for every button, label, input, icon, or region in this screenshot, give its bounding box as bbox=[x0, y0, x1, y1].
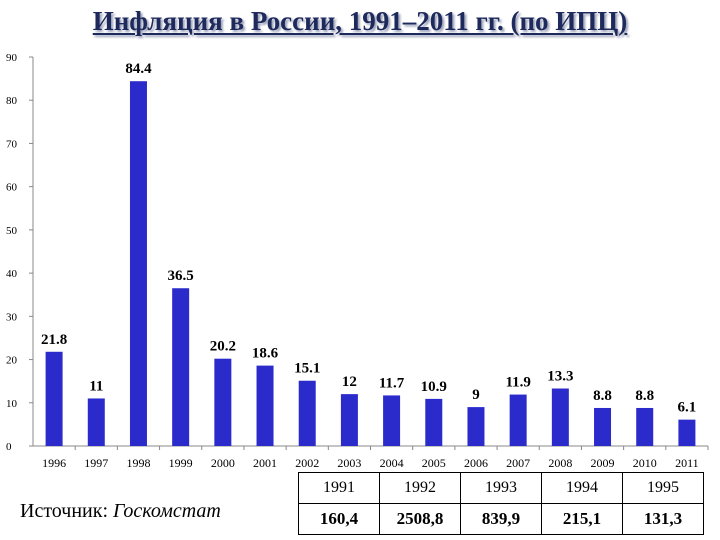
y-tick-label: 60 bbox=[6, 182, 18, 194]
x-tick-label: 2000 bbox=[211, 456, 235, 470]
y-tick-label: 80 bbox=[6, 95, 18, 107]
y-tick-label: 10 bbox=[6, 398, 18, 410]
x-tick-label: 2010 bbox=[633, 456, 657, 470]
table-cell-year: 1994 bbox=[541, 472, 623, 504]
data-label: 8.8 bbox=[635, 388, 654, 404]
bar bbox=[340, 394, 358, 446]
x-tick-label: 2006 bbox=[464, 456, 488, 470]
y-tick-label: 40 bbox=[6, 268, 18, 280]
table-years-row: 1991 1992 1993 1994 1995 bbox=[298, 472, 704, 504]
data-label: 9 bbox=[472, 387, 480, 403]
x-tick-label: 2007 bbox=[506, 456, 530, 470]
x-tick-label: 2003 bbox=[337, 456, 361, 470]
x-tick-label: 2004 bbox=[380, 456, 404, 470]
y-axis-ticks: 0 10 20 30 40 50 60 70 80 90 bbox=[6, 52, 18, 453]
bar bbox=[256, 365, 274, 446]
bar bbox=[594, 407, 612, 446]
table-values-row: 160,4 2508,8 839,9 215,1 131,3 bbox=[298, 503, 704, 535]
x-tick-label: 2001 bbox=[253, 456, 277, 470]
bar bbox=[678, 419, 696, 446]
bar-chart: 0 10 20 30 40 50 60 70 80 90 21.8 11 84.4 36.5 20.2 18… bbox=[6, 52, 709, 470]
source-label: Источник: bbox=[20, 500, 109, 522]
bar-series bbox=[45, 81, 696, 447]
bar bbox=[509, 394, 527, 446]
chart-title: Инфляция в России, 1991–2011 гг. (по ИПЦ… bbox=[92, 6, 628, 36]
source-value: Госкомстат bbox=[113, 500, 221, 522]
data-label: 18.6 bbox=[252, 346, 279, 362]
table-cell-year: 1995 bbox=[622, 472, 704, 504]
x-tick-label: 2008 bbox=[548, 456, 572, 470]
x-tick-label: 2002 bbox=[295, 456, 319, 470]
x-tick-label: 1998 bbox=[126, 456, 150, 470]
data-label: 6.1 bbox=[678, 400, 697, 416]
data-label: 20.2 bbox=[210, 339, 236, 355]
x-axis-ticks: 1996 1997 1998 1999 2000 2001 2002 2003 2004 2005… bbox=[42, 456, 699, 470]
y-tick-label: 30 bbox=[6, 311, 18, 323]
table-cell-year: 1991 bbox=[298, 472, 380, 504]
early-years-table: 1991 1992 1993 1994 1995 160,4 2508,8 83… bbox=[298, 472, 704, 535]
x-tick-label: 1999 bbox=[169, 456, 193, 470]
y-tick-label: 0 bbox=[6, 441, 12, 453]
data-label: 13.3 bbox=[547, 369, 573, 385]
table-cell-value: 2508,8 bbox=[379, 503, 461, 535]
bar bbox=[425, 398, 443, 446]
bar bbox=[87, 398, 105, 446]
data-label: 12 bbox=[342, 374, 357, 390]
bar bbox=[467, 407, 485, 446]
data-label: 11.7 bbox=[379, 375, 405, 391]
x-tick-label: 2009 bbox=[591, 456, 615, 470]
x-tick-label: 2005 bbox=[422, 456, 446, 470]
data-label: 10.9 bbox=[421, 379, 447, 395]
bar bbox=[129, 81, 147, 447]
data-label: 36.5 bbox=[168, 268, 194, 284]
bar bbox=[636, 407, 654, 446]
y-tick-label: 90 bbox=[6, 52, 18, 64]
x-tick-label: 2011 bbox=[675, 456, 699, 470]
table-cell-year: 1993 bbox=[460, 472, 542, 504]
data-label: 84.4 bbox=[125, 61, 152, 77]
x-tick-label: 1997 bbox=[84, 456, 108, 470]
y-tick-label: 20 bbox=[6, 355, 18, 367]
data-label: 8.8 bbox=[593, 388, 612, 404]
bar bbox=[383, 395, 401, 446]
table-cell-year: 1992 bbox=[379, 472, 461, 504]
data-label: 11.9 bbox=[505, 375, 530, 391]
bar bbox=[551, 388, 569, 446]
table-cell-value: 215,1 bbox=[541, 503, 623, 535]
table-cell-value: 131,3 bbox=[622, 503, 704, 535]
x-tick-label: 1996 bbox=[42, 456, 66, 470]
bar bbox=[298, 380, 316, 446]
data-labels: 21.8 11 84.4 36.5 20.2 18.6 15.1 12 11.7 10.9 9 11.… bbox=[41, 61, 696, 415]
bar bbox=[45, 351, 63, 446]
source-note: Источник: Госкомстат bbox=[20, 500, 221, 523]
table-cell-value: 839,9 bbox=[460, 503, 542, 535]
data-label: 21.8 bbox=[41, 332, 67, 348]
data-label: 15.1 bbox=[294, 361, 320, 377]
table-cell-value: 160,4 bbox=[298, 503, 380, 535]
bar bbox=[214, 358, 232, 446]
y-tick-label: 70 bbox=[6, 138, 18, 150]
y-tick-label: 50 bbox=[6, 225, 18, 237]
data-label: 11 bbox=[89, 378, 103, 394]
bar bbox=[172, 288, 190, 446]
